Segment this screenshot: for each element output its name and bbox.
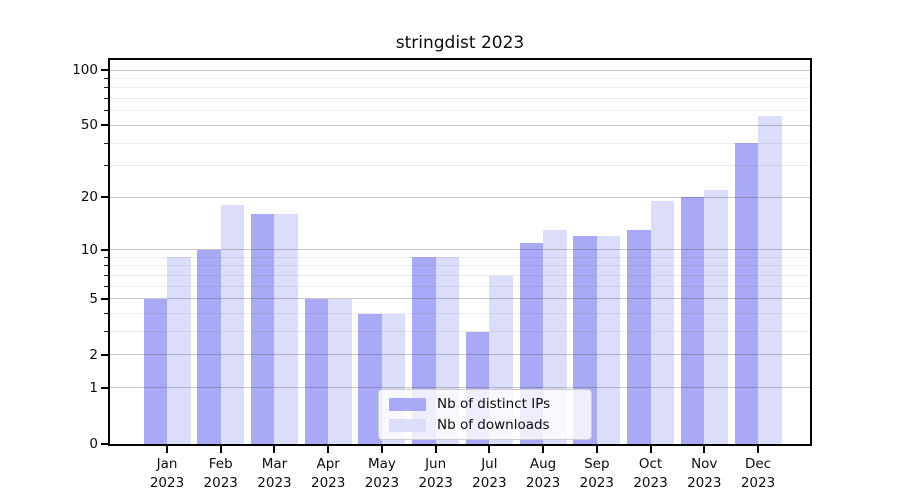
y-tick-100 — [101, 69, 108, 71]
x-tick-aug — [542, 446, 545, 453]
x-tick-label-aug: Aug 2023 — [525, 456, 561, 491]
bar-distinct-ips-oct — [627, 230, 651, 444]
plot-frame — [108, 58, 812, 446]
x-tick-label-may: May 2023 — [364, 456, 400, 491]
y-gridline-5 — [110, 298, 810, 300]
y-tick-label-100: 100 — [72, 62, 98, 78]
legend-label-distinct-ips: Nb of distinct IPs — [437, 396, 551, 412]
y-gridline-minor-40 — [110, 142, 810, 144]
y-tick-label-50: 50 — [80, 117, 98, 134]
bar-distinct-ips-mar — [250, 214, 275, 444]
x-tick-label-feb: Feb 2023 — [203, 456, 238, 491]
bar-distinct-ips-apr — [304, 298, 329, 444]
y-gridline-100 — [110, 69, 810, 71]
y-tick-20 — [101, 196, 108, 199]
y-gridline-minor-30 — [110, 165, 810, 167]
bar-downloads-apr — [328, 298, 352, 444]
y-tick-label-1: 1 — [89, 379, 98, 396]
y-tick-5 — [101, 297, 108, 300]
x-tick-oct — [649, 446, 652, 453]
bar-distinct-ips-may — [358, 313, 382, 444]
y-gridline-minor-90 — [110, 77, 810, 79]
y-tick-50 — [101, 124, 108, 127]
x-tick-mar — [273, 446, 276, 453]
y-tick-minor-7 — [104, 274, 108, 276]
bar-downloads-dec — [758, 116, 782, 444]
y-gridline-minor-3 — [110, 331, 810, 333]
x-tick-nov — [703, 446, 706, 453]
y-gridline-1 — [110, 387, 810, 389]
y-tick-0 — [101, 443, 108, 445]
bar-distinct-ips-feb — [197, 249, 221, 444]
y-gridline-minor-60 — [110, 110, 810, 112]
y-tick-minor-40 — [104, 142, 108, 144]
y-tick-2 — [101, 353, 108, 356]
y-tick-label-10: 10 — [80, 241, 98, 258]
x-tick-label-nov: Nov 2023 — [687, 456, 722, 491]
bar-downloads-oct — [650, 201, 675, 444]
y-tick-minor-80 — [104, 87, 108, 89]
bar-downloads-mar — [274, 214, 298, 444]
y-gridline-minor-70 — [110, 98, 810, 100]
x-tick-label-jul: Jul 2023 — [472, 456, 507, 491]
bar-downloads-nov — [704, 189, 728, 444]
legend-label-downloads: Nb of downloads — [437, 417, 550, 433]
x-tick-apr — [327, 446, 330, 453]
x-tick-jul — [488, 446, 491, 453]
bar-distinct-ips-dec — [734, 143, 758, 444]
bar-downloads-sep — [596, 236, 621, 444]
x-tick-feb — [219, 446, 222, 453]
x-tick-sep — [595, 446, 598, 453]
y-gridline-2 — [110, 354, 810, 356]
y-tick-minor-9 — [104, 256, 108, 258]
x-tick-label-jun: Jun 2023 — [418, 456, 453, 491]
x-tick-label-sep: Sep 2023 — [579, 456, 614, 491]
y-tick-minor-70 — [104, 98, 108, 100]
y-tick-minor-8 — [104, 265, 108, 267]
y-tick-label-20: 20 — [80, 189, 98, 206]
y-tick-label-2: 2 — [89, 346, 98, 363]
legend-item-distinct-ips: Nb of distinct IPs — [389, 396, 581, 412]
x-tick-may — [380, 446, 383, 453]
plot-area — [110, 60, 810, 444]
x-tick-jan — [166, 446, 168, 453]
y-tick-label-0: 0 — [89, 436, 98, 452]
y-gridline-minor-6 — [110, 285, 810, 287]
x-tick-jun — [434, 446, 437, 453]
y-tick-minor-4 — [104, 313, 108, 315]
x-tick-label-dec: Dec 2023 — [740, 456, 776, 491]
x-tick-label-mar: Mar 2023 — [257, 456, 292, 491]
x-tick-dec — [757, 446, 759, 453]
x-tick-label-apr: Apr 2023 — [310, 456, 346, 491]
y-gridline-minor-80 — [110, 87, 810, 89]
y-gridline-minor-9 — [110, 256, 810, 258]
x-tick-label-jan: Jan 2023 — [149, 456, 185, 491]
y-tick-minor-60 — [104, 110, 108, 112]
y-tick-10 — [101, 248, 108, 251]
bar-downloads-jan — [167, 257, 191, 444]
y-tick-minor-90 — [104, 77, 108, 79]
y-gridline-20 — [110, 196, 810, 198]
y-tick-label-5: 5 — [89, 290, 98, 307]
y-gridline-minor-4 — [110, 313, 810, 315]
legend-swatch-downloads — [389, 418, 426, 432]
chart-title: stringdist 2023 — [395, 33, 525, 53]
y-gridline-minor-8 — [110, 265, 810, 267]
y-tick-minor-3 — [104, 331, 108, 333]
x-tick-label-oct: Oct 2023 — [633, 456, 668, 491]
legend-item-downloads: Nb of downloads — [389, 417, 581, 433]
y-gridline-50 — [110, 124, 810, 126]
y-tick-minor-30 — [104, 165, 108, 167]
bar-downloads-feb — [220, 205, 245, 444]
y-gridline-minor-7 — [110, 274, 810, 276]
y-tick-1 — [101, 386, 108, 389]
legend: Nb of distinct IPs Nb of downloads — [378, 389, 592, 440]
y-gridline-10 — [110, 249, 810, 251]
y-tick-minor-6 — [104, 285, 108, 287]
bar-distinct-ips-nov — [680, 197, 705, 444]
legend-swatch-distinct-ips — [389, 397, 426, 411]
bar-distinct-ips-jan — [143, 298, 167, 444]
